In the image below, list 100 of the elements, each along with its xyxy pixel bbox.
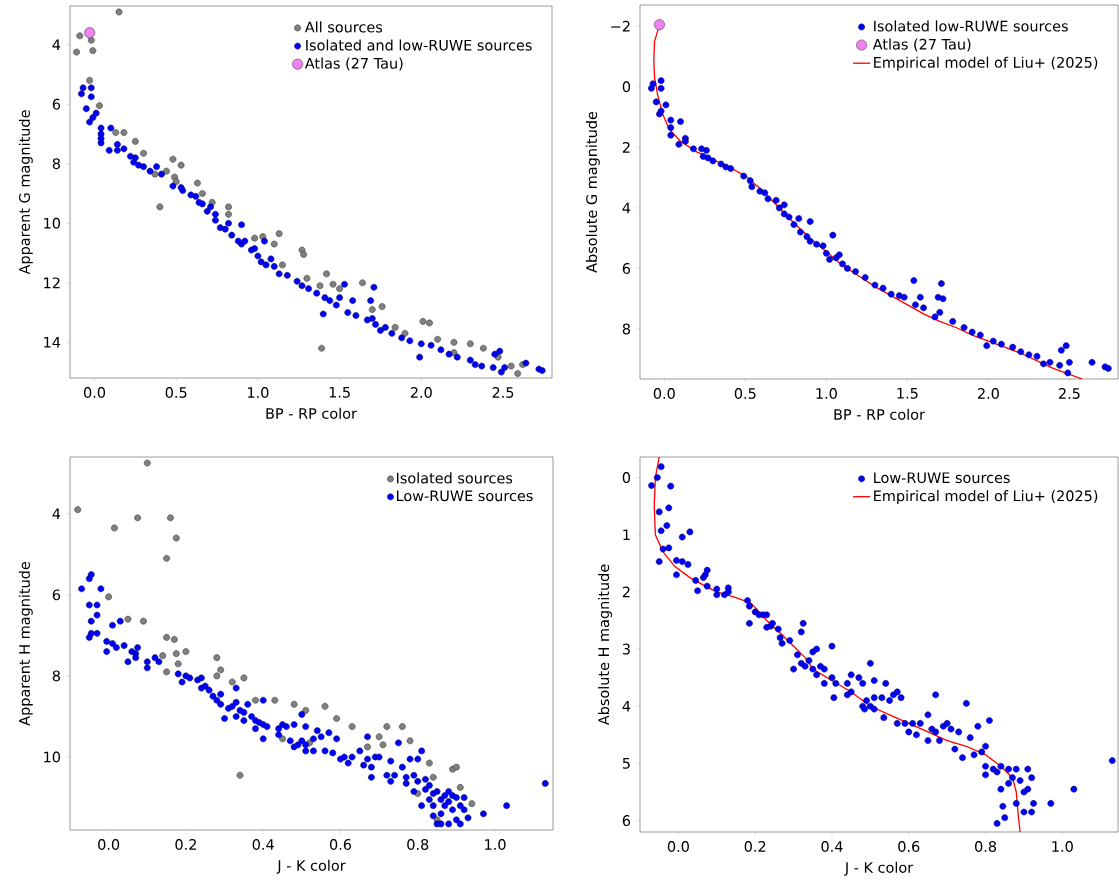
x-tick-label: 1.0 xyxy=(248,387,269,398)
point xyxy=(300,251,307,258)
point xyxy=(426,759,433,767)
point xyxy=(453,763,460,771)
y-tick-label: −2 xyxy=(611,20,630,32)
point xyxy=(323,270,330,278)
point xyxy=(251,234,258,242)
point xyxy=(270,240,278,248)
point xyxy=(163,555,170,562)
point xyxy=(159,652,167,660)
x-axis-title: BP - RP color xyxy=(834,408,925,420)
point xyxy=(86,77,93,84)
point xyxy=(194,179,201,187)
x-tick-label: 1.5 xyxy=(329,387,350,398)
point xyxy=(96,102,103,110)
y-tick-label: 1 xyxy=(623,529,630,541)
point xyxy=(321,703,329,710)
point xyxy=(329,280,337,288)
point xyxy=(348,723,356,730)
point xyxy=(391,324,399,331)
point xyxy=(225,210,232,218)
point xyxy=(134,514,141,522)
point xyxy=(76,32,84,40)
y-tick-label: 4 xyxy=(52,39,61,50)
x-tick-label: 2.0 xyxy=(977,388,999,399)
y-tick-label: 6 xyxy=(622,815,631,827)
legend-label: Empirical model of Liu+ (2025) xyxy=(874,490,1098,505)
point xyxy=(406,737,414,745)
y-tick-label: 3 xyxy=(622,643,630,655)
point xyxy=(112,129,120,136)
x-tick-label: 0.2 xyxy=(744,841,766,852)
point xyxy=(333,715,340,722)
point xyxy=(316,282,324,290)
point xyxy=(468,800,476,807)
x-tick-label: 2.5 xyxy=(1058,388,1080,399)
point xyxy=(507,362,515,370)
y-tick-label: 6 xyxy=(52,589,61,601)
point xyxy=(275,230,283,238)
y-tick-label: 10 xyxy=(44,217,61,229)
point xyxy=(89,47,97,54)
x-tick-label: 0.0 xyxy=(98,839,120,850)
legend-label: Isolated and low-RUWE sources xyxy=(306,39,532,51)
y-tick-label: 4 xyxy=(622,700,631,712)
point xyxy=(151,170,159,178)
point xyxy=(480,344,487,352)
point xyxy=(514,370,522,377)
point xyxy=(383,723,391,730)
point xyxy=(318,344,325,352)
point xyxy=(213,654,221,662)
point xyxy=(172,534,180,542)
x-tick-label: 0.0 xyxy=(667,841,689,852)
point xyxy=(240,674,248,682)
x-tick-label: 2.0 xyxy=(410,387,432,398)
point xyxy=(398,723,406,730)
point xyxy=(236,771,244,779)
x-tick-label: 0.2 xyxy=(175,839,196,850)
x-tick-label: 2.5 xyxy=(492,387,514,398)
x-tick-label: 1.0 xyxy=(1052,841,1073,852)
x-tick-label: 0.8 xyxy=(407,839,429,850)
point xyxy=(279,261,286,269)
legend-label: Atlas (27 Tau) xyxy=(304,57,403,71)
point xyxy=(167,514,174,522)
legend-label: Low-RUWE sources xyxy=(874,472,1010,484)
y-tick-label: 12 xyxy=(44,277,60,289)
y-tick-label: 14 xyxy=(44,337,61,348)
y-tick-label: 2 xyxy=(622,141,630,153)
y-axis-title: Apparent H magnitude xyxy=(18,561,33,726)
point xyxy=(182,648,190,655)
point xyxy=(140,617,147,625)
x-tick-label: 0.6 xyxy=(898,841,920,852)
point xyxy=(379,741,387,749)
point xyxy=(199,190,206,197)
y-tick-label: 5 xyxy=(622,758,630,769)
point xyxy=(174,660,182,668)
point xyxy=(271,696,279,704)
point xyxy=(450,338,458,346)
point xyxy=(336,285,343,293)
point xyxy=(84,27,96,39)
x-tick-label: 0.5 xyxy=(165,387,187,398)
point xyxy=(429,773,437,781)
x-tick-label: 0.4 xyxy=(821,841,843,852)
point xyxy=(177,161,185,169)
point xyxy=(217,666,225,674)
point xyxy=(303,274,311,282)
y-tick-label: 8 xyxy=(52,158,60,170)
point xyxy=(368,306,376,313)
point xyxy=(73,48,80,56)
point xyxy=(105,593,112,601)
legend-label: Empirical model of Liu+ (2025) xyxy=(874,56,1098,71)
legend-label: Isolated low-RUWE sources xyxy=(874,20,1068,32)
x-tick-label: 1.0 xyxy=(485,839,506,850)
point xyxy=(120,129,128,136)
point xyxy=(228,678,236,686)
y-tick-label: 4 xyxy=(622,202,631,214)
legend-label: Isolated sources xyxy=(396,472,513,484)
point xyxy=(434,335,441,343)
x-tick-label: 0.6 xyxy=(329,839,352,850)
x-tick-label: 0.4 xyxy=(252,839,274,850)
point xyxy=(163,668,170,676)
x-tick-label: 1.0 xyxy=(816,388,837,399)
